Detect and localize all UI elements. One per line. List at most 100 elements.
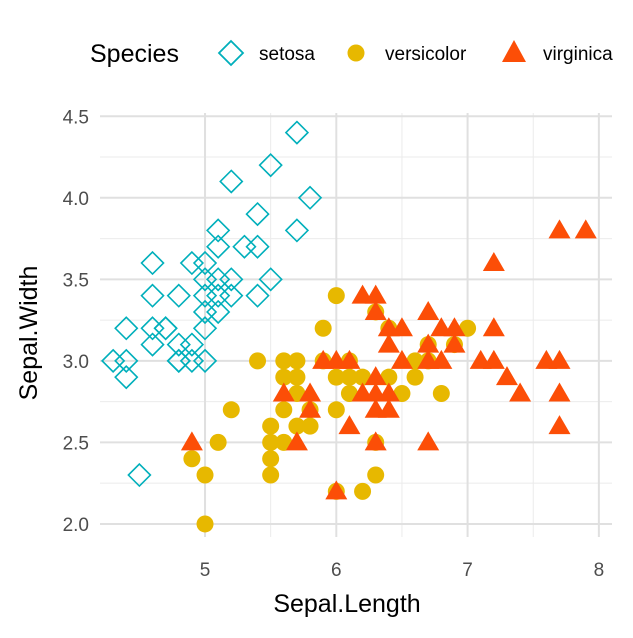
point-virginica (325, 480, 348, 500)
point-virginica (338, 349, 361, 369)
point-setosa (179, 332, 205, 357)
x-tick-label: 8 (594, 560, 605, 581)
point-versicolor (288, 368, 306, 386)
point-setosa (166, 332, 191, 357)
x-tick-label: 6 (331, 560, 342, 581)
point-setosa (232, 234, 257, 259)
point-setosa (114, 365, 139, 390)
point-versicolor (380, 368, 398, 386)
point-setosa (297, 185, 323, 210)
legend-title: Species (90, 40, 179, 68)
point-setosa (206, 218, 231, 243)
point-virginica (364, 300, 387, 320)
point-setosa (166, 283, 191, 308)
point-versicolor (406, 368, 424, 386)
point-setosa (140, 283, 165, 308)
point-setosa (114, 348, 139, 374)
point-versicolor (196, 466, 214, 484)
legend-marker-virginica (502, 40, 526, 62)
legend-item-versicolor: versicolor (347, 44, 467, 65)
y-tick-label: 4.0 (63, 189, 89, 210)
point-setosa (245, 201, 270, 227)
point-versicolor (301, 417, 319, 435)
point-setosa (192, 283, 218, 308)
point-setosa (179, 250, 205, 276)
point-virginica (443, 333, 466, 353)
point-versicolor (288, 352, 306, 370)
point-setosa (114, 316, 139, 341)
point-setosa (206, 234, 231, 259)
point-virginica (180, 431, 203, 451)
point-virginica (299, 398, 322, 418)
point-virginica (285, 431, 308, 451)
point-versicolor (249, 352, 267, 370)
point-virginica (548, 415, 571, 435)
point-versicolor (327, 401, 345, 419)
point-virginica (482, 349, 505, 369)
point-versicolor (222, 401, 240, 419)
point-setosa (192, 348, 218, 374)
point-versicolor (196, 515, 214, 533)
y-tick-label: 2.0 (63, 515, 89, 536)
point-versicolor (262, 450, 280, 468)
point-versicolor (354, 368, 372, 386)
point-versicolor (288, 417, 306, 435)
point-virginica (364, 284, 387, 304)
point-setosa (245, 283, 270, 308)
point-setosa (166, 348, 191, 374)
point-setosa (219, 283, 244, 308)
point-setosa (245, 234, 270, 259)
point-setosa (192, 267, 218, 292)
legend: Species setosa versicolor virginica (90, 39, 613, 68)
y-axis: 2.0 2.5 3.0 3.5 4.0 4.5 Sepal.Width (15, 107, 89, 536)
point-versicolor (314, 319, 332, 337)
point-virginica (443, 317, 466, 337)
point-virginica (364, 431, 387, 451)
point-versicolor (262, 417, 280, 435)
point-virginica (430, 349, 453, 369)
point-virginica (548, 382, 571, 402)
point-virginica (299, 382, 322, 402)
point-versicolor (459, 319, 477, 337)
legend-marker-versicolor (347, 44, 365, 62)
point-versicolor (262, 433, 280, 451)
point-setosa (140, 332, 165, 357)
point-setosa (127, 462, 152, 488)
legend-marker-setosa (217, 39, 245, 67)
y-tick-label: 3.0 (63, 352, 89, 373)
point-virginica (364, 366, 387, 386)
point-setosa (192, 299, 218, 325)
y-axis-title: Sepal.Width (15, 266, 43, 401)
point-setosa (219, 267, 244, 292)
point-versicolor (327, 287, 345, 305)
legend-item-virginica: virginica (502, 40, 613, 65)
point-setosa (192, 250, 218, 276)
y-tick-label: 4.5 (63, 107, 89, 128)
point-versicolor (262, 466, 280, 484)
y-tick-label: 3.5 (63, 270, 89, 291)
point-setosa (219, 169, 244, 194)
point-virginica (390, 317, 413, 337)
point-virginica (482, 317, 505, 337)
legend-label-setosa: setosa (259, 44, 315, 65)
data-points (100, 120, 597, 533)
point-versicolor (340, 384, 358, 402)
legend-item-setosa: setosa (217, 39, 315, 67)
x-tick-labels: 5 6 7 8 (200, 560, 604, 581)
point-versicolor (183, 450, 201, 468)
point-setosa (206, 267, 231, 292)
point-versicolor (367, 466, 385, 484)
point-virginica (417, 333, 440, 353)
point-virginica (574, 219, 597, 239)
legend-label-virginica: virginica (543, 44, 613, 65)
point-setosa (258, 153, 283, 178)
point-versicolor (327, 368, 345, 386)
point-versicolor (393, 384, 411, 402)
point-versicolor (209, 433, 227, 451)
x-tick-label: 5 (200, 560, 211, 581)
point-setosa (179, 348, 205, 374)
grid-lines (100, 113, 612, 537)
point-versicolor (432, 384, 450, 402)
x-tick-label: 7 (462, 560, 473, 581)
